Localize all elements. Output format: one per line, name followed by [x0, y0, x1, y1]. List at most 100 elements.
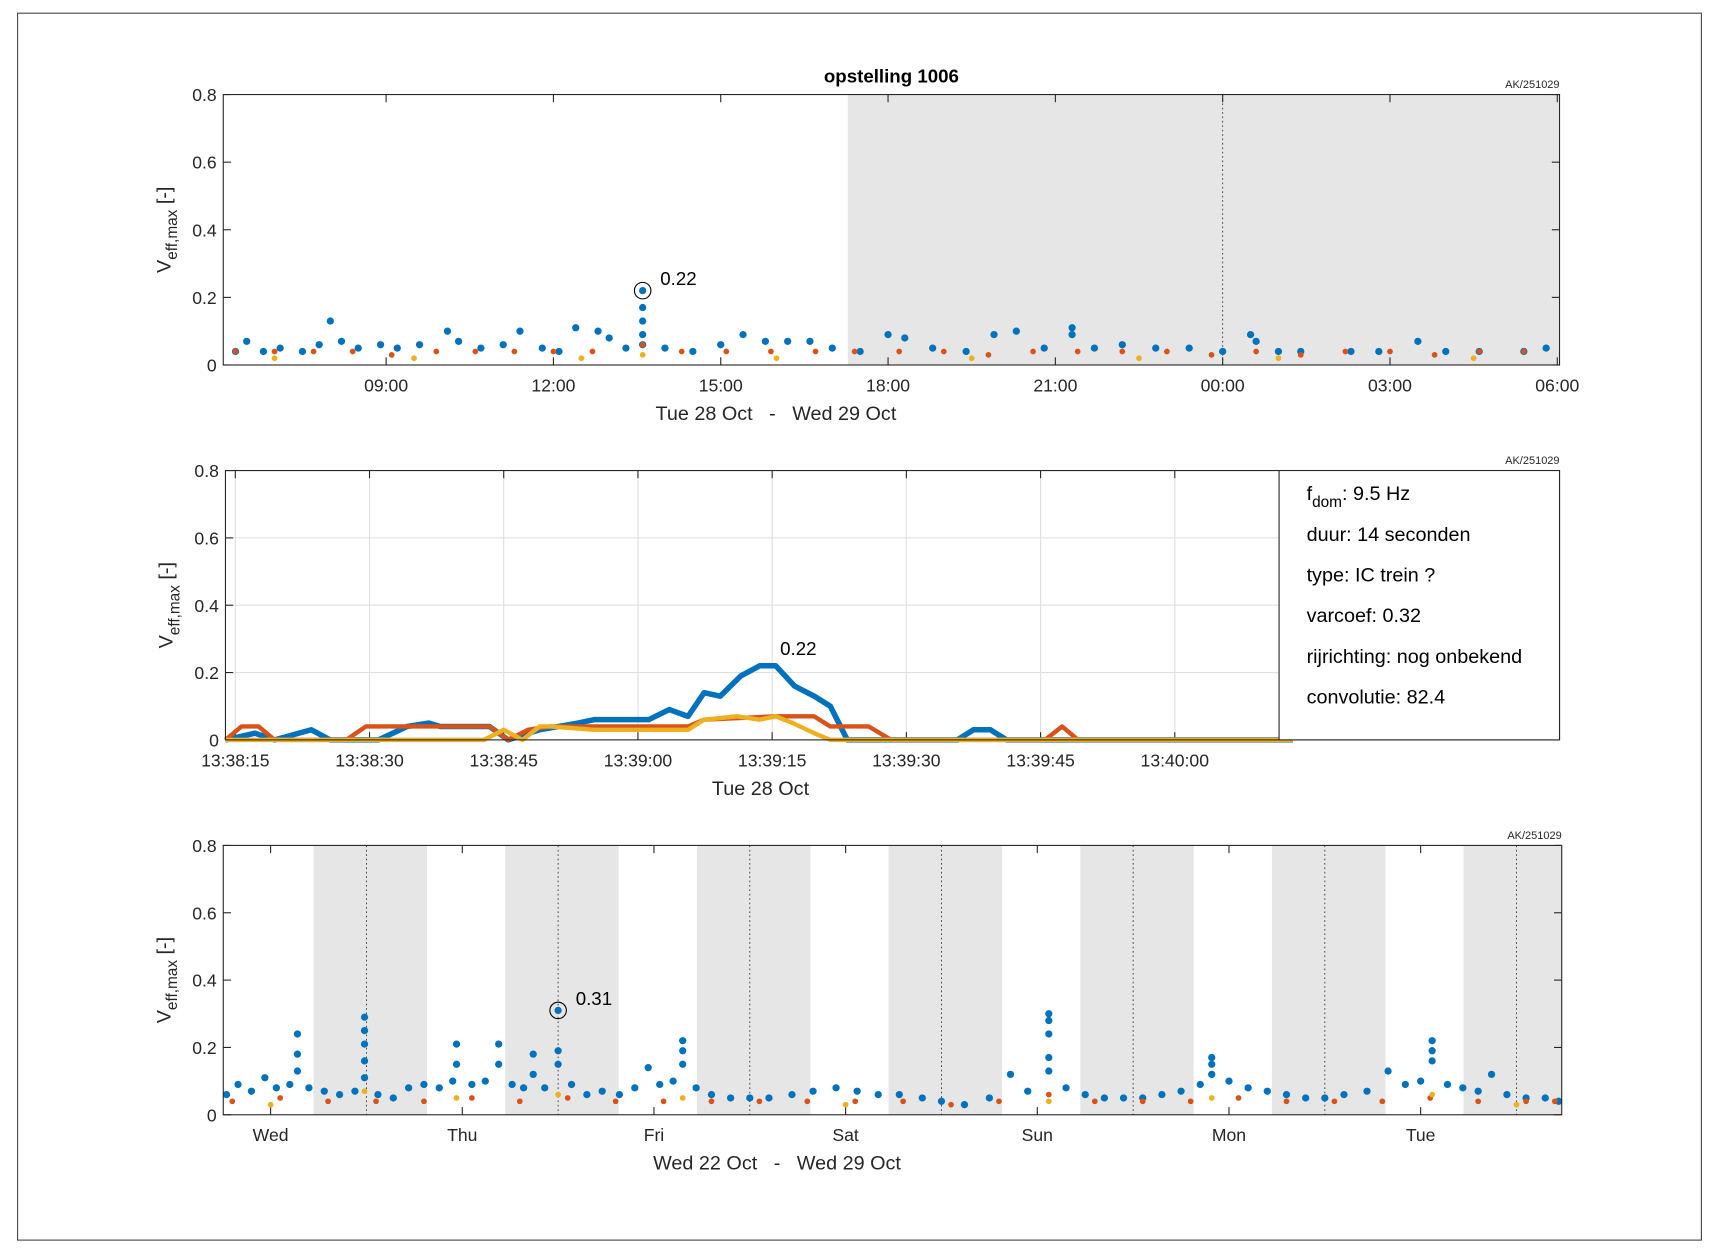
- data-point: [1045, 1067, 1053, 1075]
- data-point: [572, 324, 580, 332]
- x-tick-label: 12:00: [531, 375, 575, 395]
- data-point: [661, 344, 669, 352]
- info-line: varcoef: 0.32: [1307, 605, 1421, 627]
- x-tick-label: 13:38:30: [335, 750, 404, 770]
- y-tick-label: 0.4: [194, 596, 219, 616]
- data-point: [293, 1030, 302, 1038]
- data-point: [1119, 348, 1126, 355]
- data-point: [692, 1084, 700, 1092]
- data-point: [1340, 1090, 1348, 1099]
- y-label-subscript: eff,max: [164, 960, 181, 1010]
- x-tick-label: 13:39:15: [738, 750, 807, 770]
- data-point: [1387, 348, 1393, 355]
- data-point: [784, 337, 792, 345]
- data-point: [985, 1094, 994, 1102]
- y-label-symbol: V: [156, 634, 178, 648]
- data-point: [1045, 1010, 1053, 1018]
- data-point: [1196, 1080, 1204, 1089]
- data-point: [360, 1013, 369, 1021]
- data-point: [1219, 347, 1227, 356]
- data-point: [1091, 1098, 1098, 1105]
- data-point: [639, 317, 647, 325]
- x-tick-label: Thu: [447, 1125, 477, 1145]
- data-point: [337, 337, 346, 345]
- data-point: [326, 317, 334, 325]
- y-axis-label: Veff,max [-]: [156, 562, 184, 648]
- data-point: [1252, 337, 1260, 345]
- data-point: [631, 1084, 639, 1092]
- data-point: [415, 341, 424, 349]
- data-point: [1302, 1094, 1310, 1102]
- data-point: [1431, 351, 1438, 358]
- data-point: [1012, 327, 1020, 335]
- y-label-subscript: eff,max: [164, 209, 181, 259]
- data-point: [325, 1098, 331, 1105]
- data-point: [481, 1077, 489, 1085]
- data-point: [554, 1006, 562, 1015]
- data-point: [612, 1098, 619, 1105]
- data-point: [1045, 1016, 1053, 1025]
- data-point: [1442, 347, 1450, 356]
- data-point: [286, 1080, 294, 1089]
- info-line: duur: 14 seconden: [1307, 524, 1471, 546]
- annotation-marker: [633, 281, 652, 300]
- annotation-label: 0.22: [660, 268, 696, 289]
- data-point: [900, 1098, 906, 1105]
- data-point: [756, 1098, 763, 1105]
- data-point: [1342, 348, 1349, 355]
- data-point: [420, 1080, 428, 1089]
- x-tick-label: 09:00: [364, 375, 408, 395]
- data-point: [639, 286, 647, 295]
- data-point: [1208, 1060, 1216, 1068]
- data-point: [1024, 1087, 1032, 1095]
- data-point: [541, 1084, 549, 1092]
- data-point: [443, 327, 452, 335]
- data-point: [1282, 1090, 1291, 1099]
- data-point: [411, 355, 417, 362]
- data-point: [1475, 1098, 1482, 1105]
- x-axis-label: Tue 28 Oct: [712, 778, 810, 800]
- x-tick-label: Sun: [1022, 1125, 1053, 1145]
- data-point: [708, 1098, 715, 1105]
- data-point: [499, 341, 507, 349]
- data-point: [851, 348, 858, 355]
- data-point: [305, 1084, 313, 1092]
- data-point: [678, 348, 685, 355]
- data-point: [842, 1101, 849, 1108]
- data-point: [567, 1080, 576, 1089]
- y-axis-label: Veff,max [-]: [153, 187, 181, 273]
- data-point: [1551, 1098, 1558, 1105]
- data-point: [519, 1084, 528, 1092]
- y-tick-label: 0.2: [192, 288, 216, 308]
- data-point: [968, 355, 975, 362]
- panel: 0 0.2 0.4 0.6 0.8 09:00 12:00 15:00 18:00 21:00 00…: [153, 65, 1579, 425]
- data-point: [985, 351, 992, 358]
- y-tick-label: 0: [209, 730, 219, 750]
- data-point: [555, 1091, 561, 1098]
- data-point: [259, 347, 268, 356]
- note: AK/251029: [1505, 455, 1559, 467]
- y-tick-label: 0.6: [192, 903, 216, 923]
- data-point: [1414, 337, 1422, 345]
- data-point: [433, 348, 440, 355]
- annotation-marker: [549, 1001, 567, 1020]
- data-point: [298, 347, 307, 356]
- x-tick-label: 13:38:45: [470, 750, 539, 770]
- data-point: [583, 1090, 591, 1099]
- data-point: [511, 348, 518, 355]
- data-point: [1244, 1084, 1252, 1092]
- axes-box: [222, 93, 1561, 366]
- data-point: [1090, 344, 1099, 352]
- data-point: [247, 1087, 256, 1095]
- data-point: [589, 348, 596, 355]
- data-point: [1208, 1053, 1216, 1062]
- x-axis-label: Wed 22 Oct - Wed 29 Oct: [653, 1153, 901, 1175]
- y-tick-label: 0: [207, 356, 217, 376]
- annotation-label: 0.31: [576, 988, 612, 1009]
- y-label-symbol: V: [153, 259, 175, 273]
- x-tick-label: 13:40:00: [1141, 750, 1210, 770]
- data-point: [1443, 1080, 1452, 1089]
- x-tick-label: 13:39:45: [1006, 750, 1075, 770]
- data-point: [896, 348, 903, 355]
